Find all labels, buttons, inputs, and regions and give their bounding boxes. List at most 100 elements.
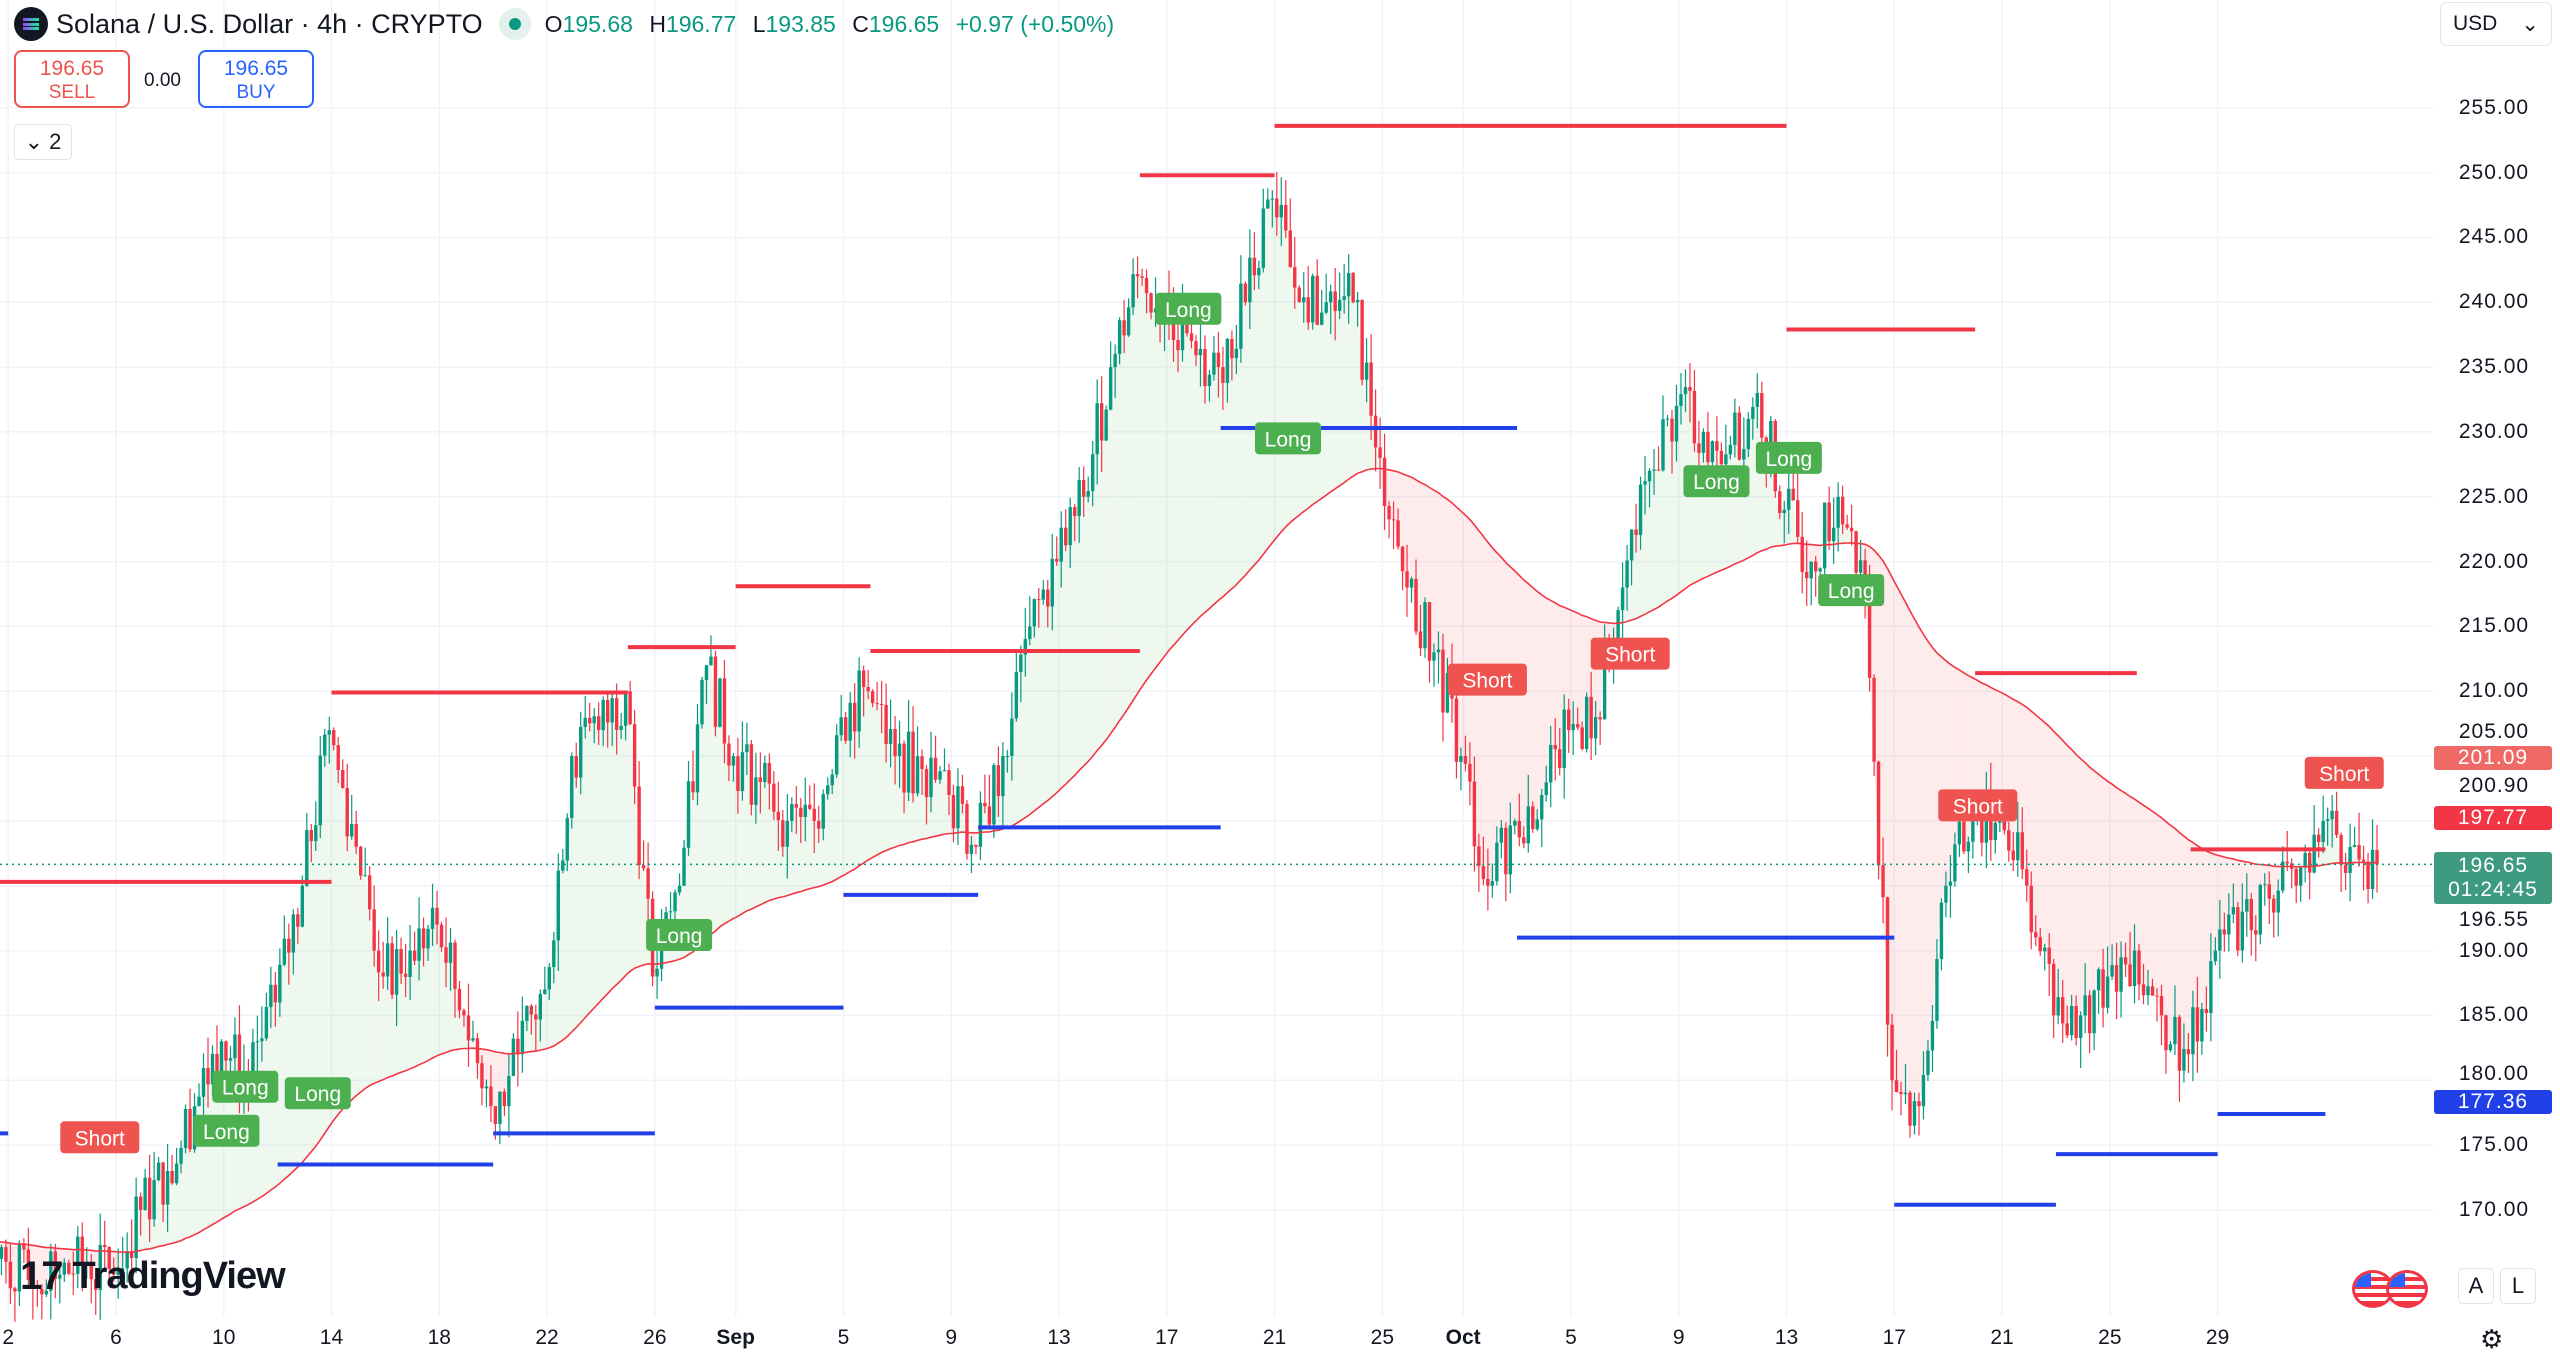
candle-body [1584, 696, 1589, 749]
candle-body [1881, 865, 1885, 898]
trend-fill-segment [1344, 272, 1349, 483]
price-tick: 240.00 [2458, 290, 2530, 314]
tradingview-logo-icon: 17 [20, 1254, 63, 1298]
price-tick: 245.00 [2458, 225, 2530, 249]
candle-body [2114, 965, 2119, 992]
time-tick: 22 [535, 1326, 559, 1349]
candle-body [2195, 1007, 2200, 1042]
trend-fill-segment [1362, 362, 1367, 472]
candle-body [228, 1058, 233, 1061]
trend-fill-segment [1326, 291, 1331, 496]
trend-fill-segment [589, 716, 595, 1013]
trend-fill-segment [374, 950, 379, 1084]
candle-body [520, 1020, 525, 1055]
candle-body [1908, 1092, 1912, 1126]
currency-select[interactable]: USD ⌄ [2440, 2, 2552, 46]
trend-fill-segment [347, 823, 352, 1105]
buy-button[interactable]: 196.65 BUY [198, 50, 314, 108]
candle-body [2137, 950, 2141, 985]
candle-body [1023, 639, 1028, 655]
candle-body [1589, 696, 1593, 739]
candle-body [727, 743, 731, 766]
candle-body [2339, 834, 2343, 865]
signal-badge [2304, 756, 2384, 789]
trend-fill-segment [746, 744, 752, 911]
candle-body [278, 964, 282, 1003]
candle-body [129, 1251, 134, 1259]
candle-body [1971, 820, 1975, 842]
trend-fill-segment [863, 686, 869, 863]
candle-body [2060, 997, 2065, 1024]
candle-body [475, 1038, 480, 1064]
candle-body [1266, 199, 1270, 209]
candle-body [399, 949, 403, 974]
candle-body [1549, 745, 1553, 783]
trend-fill-segment [454, 988, 460, 1050]
settings-icon[interactable]: ⚙ [2480, 1324, 2504, 1354]
candle-body [2370, 849, 2375, 889]
candle-body [1396, 520, 1400, 547]
candle-body [731, 756, 736, 766]
indicators-toggle-button[interactable]: ⌄ 2 [14, 124, 72, 160]
trend-fill-segment [890, 728, 896, 849]
trend-fill-segment [2179, 832, 2184, 1071]
trend-fill-segment [1200, 348, 1205, 617]
trend-fill-segment [1514, 571, 1520, 838]
candle-body [1288, 230, 1292, 268]
trend-fill-segment [755, 777, 761, 907]
log-scale-button[interactable]: L [2500, 1268, 2536, 1304]
time-tick: 5 [1565, 1326, 1577, 1349]
price-tick: 185.00 [2458, 1003, 2530, 1027]
candle-body [480, 1063, 484, 1089]
price-tick: 250.00 [2458, 160, 2530, 184]
trend-fill-segment [158, 1162, 164, 1247]
candle-body [408, 950, 412, 977]
signal-badge [60, 1121, 140, 1154]
signal-short: Short [60, 1121, 140, 1154]
trend-fill-segment [1335, 299, 1340, 489]
candle-body [2272, 898, 2276, 913]
candle-body [2191, 1007, 2195, 1055]
trend-fill-segment [2197, 845, 2202, 1042]
time-tick: 25 [2098, 1326, 2122, 1349]
candle-body [1194, 341, 1198, 356]
tradingview-logo[interactable]: 17 TradingView [20, 1254, 286, 1299]
candle-body [794, 804, 798, 808]
candle-body [296, 914, 300, 927]
candle-body [2173, 1016, 2177, 1045]
candle-body [2155, 995, 2159, 997]
candle-body [812, 808, 816, 821]
candle-body [1126, 307, 1131, 336]
auto-scale-button[interactable]: A [2458, 1268, 2494, 1304]
trend-fill-segment [2125, 793, 2131, 987]
candle-body [785, 820, 790, 847]
signal-label: Long [1265, 428, 1312, 451]
sell-button[interactable]: 196.65 SELL [14, 50, 130, 108]
flag-icons[interactable] [2352, 1270, 2428, 1308]
trend-fill-segment [311, 825, 316, 1152]
signal-short: Short [1938, 789, 2018, 822]
candle-body [58, 1274, 62, 1279]
candle-body [529, 1005, 534, 1015]
candle-body [772, 783, 776, 812]
trend-fill-segment [733, 756, 738, 919]
candle-body [1445, 673, 1450, 713]
symbol-title[interactable]: Solana / U.S. Dollar · 4h · CRYPTO [56, 8, 483, 39]
candle-body [1113, 353, 1117, 368]
candle-body [0, 1247, 4, 1259]
trend-fill-segment [1918, 627, 1924, 1107]
trend-fill-segment [1555, 602, 1560, 769]
time-tick: 14 [319, 1326, 344, 1349]
trend-fill-segment [728, 756, 734, 922]
market-status-icon[interactable] [498, 8, 531, 40]
candle-body [1522, 837, 1526, 844]
candle-body [1836, 496, 1840, 528]
candle-body [457, 988, 462, 1011]
trend-fill-segment [1294, 287, 1300, 519]
candle-body [1562, 709, 1566, 769]
trend-fill-segment [360, 875, 366, 1093]
candle-body [704, 665, 709, 680]
trend-fill-segment [122, 1251, 128, 1269]
trend-fill-segment [1456, 506, 1461, 762]
